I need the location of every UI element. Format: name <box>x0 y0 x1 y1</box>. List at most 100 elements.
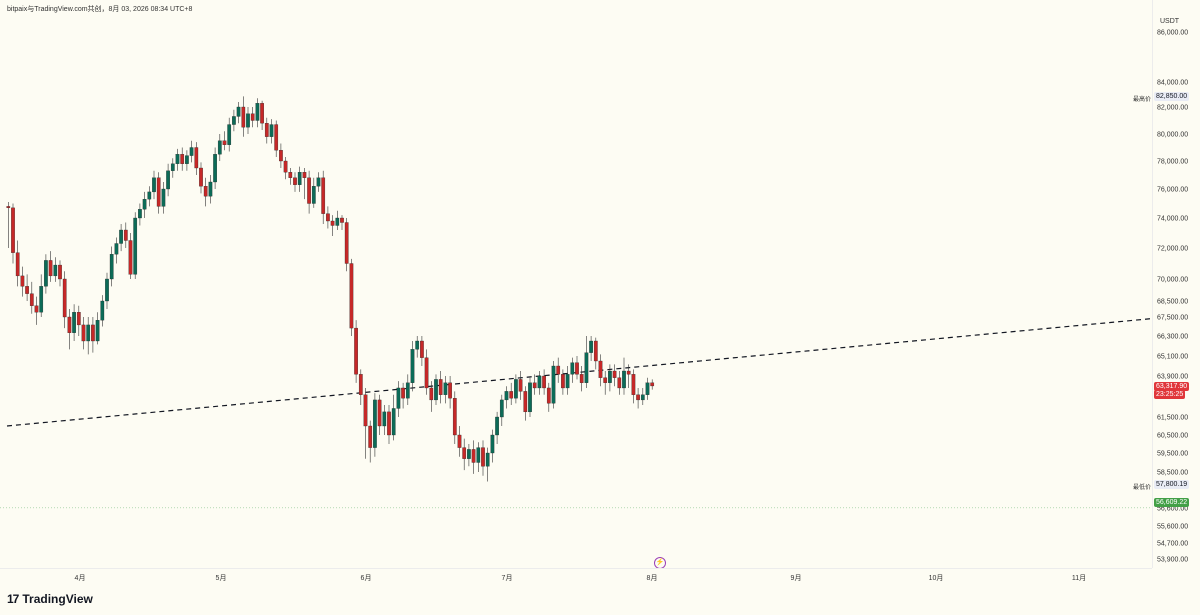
price-tick-label: 66,300.00 <box>1157 334 1188 341</box>
price-tick-label: 54,700.00 <box>1157 541 1188 548</box>
trendline <box>6 317 1152 427</box>
candle-body <box>499 399 504 418</box>
candle-body <box>471 449 476 463</box>
candle-body <box>467 449 471 459</box>
candle-body <box>382 411 387 427</box>
candle-body <box>39 286 44 313</box>
candle-body <box>387 411 391 436</box>
candle-body <box>180 154 185 164</box>
candle-body <box>11 207 15 253</box>
price-tick-label: 65,100.00 <box>1157 354 1188 361</box>
candle-body <box>330 220 335 226</box>
candlestick-chart <box>0 96 1152 509</box>
candle-body <box>147 191 152 200</box>
price-tick-label: 63,900.00 <box>1157 374 1188 381</box>
candle-body <box>81 324 86 342</box>
price-tick-label: 78,000.00 <box>1157 159 1188 166</box>
candle-body <box>640 394 645 401</box>
price-tick-label: 84,000.00 <box>1157 80 1188 87</box>
price-axis[interactable]: 86,000.00 84,000.00 82,000.00 80,000.00 78,0… <box>1152 0 1200 568</box>
candle-body <box>377 399 382 427</box>
candle-body <box>152 177 156 193</box>
candle-body <box>476 447 481 463</box>
candle-body <box>570 362 575 375</box>
candle-body <box>133 217 138 275</box>
time-tick-label: 9月 <box>791 574 802 582</box>
candle-body <box>189 147 194 156</box>
candle-body <box>528 382 532 413</box>
candle-body <box>518 379 523 392</box>
candle-body <box>76 312 81 326</box>
price-axis-ticks: 86,000.00 84,000.00 82,000.00 80,000.00 78,0… <box>1157 30 1188 564</box>
candle-body <box>166 170 170 190</box>
candle-body <box>279 150 283 162</box>
price-tick-label: 61,500.00 <box>1157 415 1188 422</box>
candle-body <box>434 379 438 401</box>
candle-body <box>307 177 311 204</box>
candle-body <box>532 382 537 389</box>
candle-body <box>161 188 166 207</box>
candle-body <box>62 278 67 318</box>
time-axis[interactable]: 4月 5月 6月 7月 8月 9月 10月 11月 <box>0 568 1152 587</box>
candle-body <box>20 275 25 287</box>
time-tick-label: 7月 <box>502 574 513 582</box>
high-price-tag: 82,850.00 <box>1154 92 1190 101</box>
candle-body <box>175 154 180 164</box>
candle-body <box>579 374 584 383</box>
candle-body <box>29 293 34 306</box>
candle-body <box>481 447 485 467</box>
candle-body <box>269 124 274 137</box>
candle-body <box>608 370 612 383</box>
candle-body <box>58 264 62 280</box>
candle-body <box>603 377 608 383</box>
candle-body <box>358 374 363 395</box>
candle-body <box>631 374 636 395</box>
candle-body <box>575 362 579 375</box>
time-tick-label: 11月 <box>1072 574 1086 582</box>
candle-body <box>67 316 72 333</box>
candle-body <box>429 387 434 401</box>
candle-body <box>44 260 48 287</box>
candle-body <box>15 252 20 277</box>
candle-body <box>340 217 344 223</box>
candle-body <box>457 434 462 448</box>
candle-body <box>391 408 396 436</box>
candle-body <box>203 186 208 197</box>
candle-body <box>199 167 203 187</box>
candle-body <box>297 172 302 185</box>
candle-body <box>302 172 307 178</box>
candle-body <box>537 375 542 389</box>
candle-body <box>490 434 495 454</box>
low-price-tag: 57,800.19 <box>1154 480 1190 489</box>
candle-body <box>114 243 119 255</box>
candle-body <box>584 352 589 383</box>
candle-body <box>119 229 123 244</box>
candle-body <box>274 124 279 151</box>
candle-body <box>448 382 452 399</box>
candle-body <box>316 177 321 187</box>
candle-body <box>626 370 631 375</box>
tradingview-logo-text: TradingView <box>22 592 93 606</box>
candle-body <box>617 377 622 389</box>
candle-body <box>636 394 640 401</box>
candle-body <box>100 300 105 321</box>
candle-body <box>424 357 429 389</box>
candle-body <box>208 181 213 197</box>
candle-body <box>509 391 514 399</box>
candle-body <box>91 324 95 342</box>
candle-body <box>185 155 189 164</box>
candle-body <box>349 263 354 329</box>
candle-body <box>593 340 598 362</box>
candle-body <box>396 387 401 409</box>
footer-brand: 17 TradingView <box>7 592 93 606</box>
current-price-tag: 63,317.90 <box>1154 382 1190 391</box>
chart-header: bitpaix与TradingView.com共创，8月 03, 2026 08… <box>7 6 193 13</box>
candle-body <box>556 365 561 375</box>
price-tick-label: 53,900.00 <box>1157 557 1188 564</box>
candle-body <box>551 365 556 404</box>
chart-area[interactable]: bitpaix与TradingView.com共创，8月 03, 2026 08… <box>0 0 1200 568</box>
candle-body <box>598 360 603 378</box>
candle-body <box>34 305 39 313</box>
candle-body <box>415 340 420 350</box>
candle-body <box>170 163 175 171</box>
